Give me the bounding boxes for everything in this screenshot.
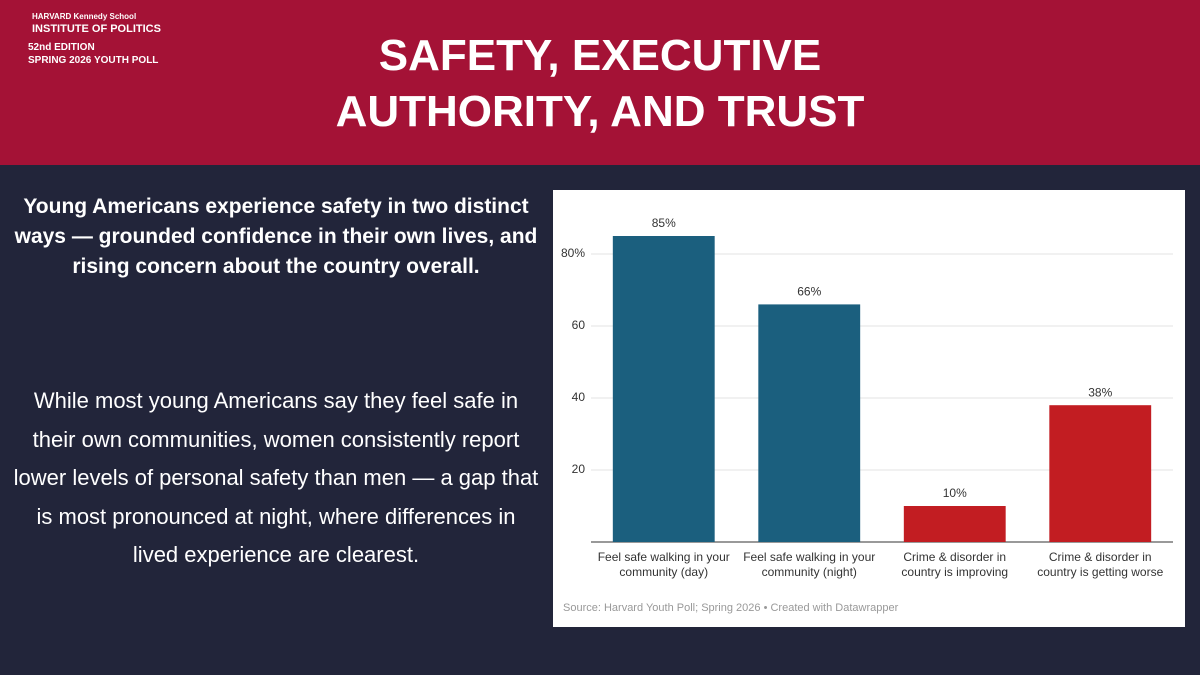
y-tick-label: 20: [572, 462, 586, 476]
school: HARVARD Kennedy School: [32, 12, 137, 21]
edition: 52nd EDITION: [28, 42, 95, 53]
y-tick-label: 40: [572, 390, 586, 404]
bar: [758, 304, 861, 542]
poll: SPRING 2026 YOUTH POLL: [28, 55, 159, 66]
lead-text: Young Americans experience safety in two…: [14, 195, 538, 278]
institute: INSTITUTE OF POLITICS: [32, 23, 161, 35]
y-tick-label: 60: [572, 318, 586, 332]
value-label: 66%: [797, 285, 821, 299]
bar: [903, 506, 1006, 542]
x-tick-label: Crime & disorder in country is improving: [901, 550, 1009, 579]
y-tick-label: 80%: [561, 246, 585, 260]
x-tick-label: Crime & disorder in country is getting w…: [1037, 550, 1164, 579]
value-label: 38%: [1088, 385, 1112, 399]
chart: 20 40 60 80% 85% 66% 10% 38%: [561, 216, 1173, 543]
value-label: 10%: [943, 486, 967, 500]
value-label: 85%: [652, 216, 676, 230]
chart-panel: 20 40 60 80% 85% 66% 10% 38% Source: Harvard Yo…: [553, 190, 1185, 627]
bar: [612, 236, 715, 542]
x-tick-label: Feel safe walking in your community (day…: [597, 550, 730, 579]
header: HARVARD Kennedy School INSTITUTE OF POLI…: [0, 0, 1200, 165]
body-text: While most young Americans say they feel…: [13, 388, 539, 567]
x-tick-label: Feel safe walking in your community (nig…: [743, 550, 876, 579]
bar: [1049, 405, 1152, 542]
source: Source: Harvard Youth Poll; Spring 2026 …: [563, 602, 899, 614]
title: SAFETY, EXECUTIVE AUTHORITY, AND TRUST: [335, 31, 865, 136]
